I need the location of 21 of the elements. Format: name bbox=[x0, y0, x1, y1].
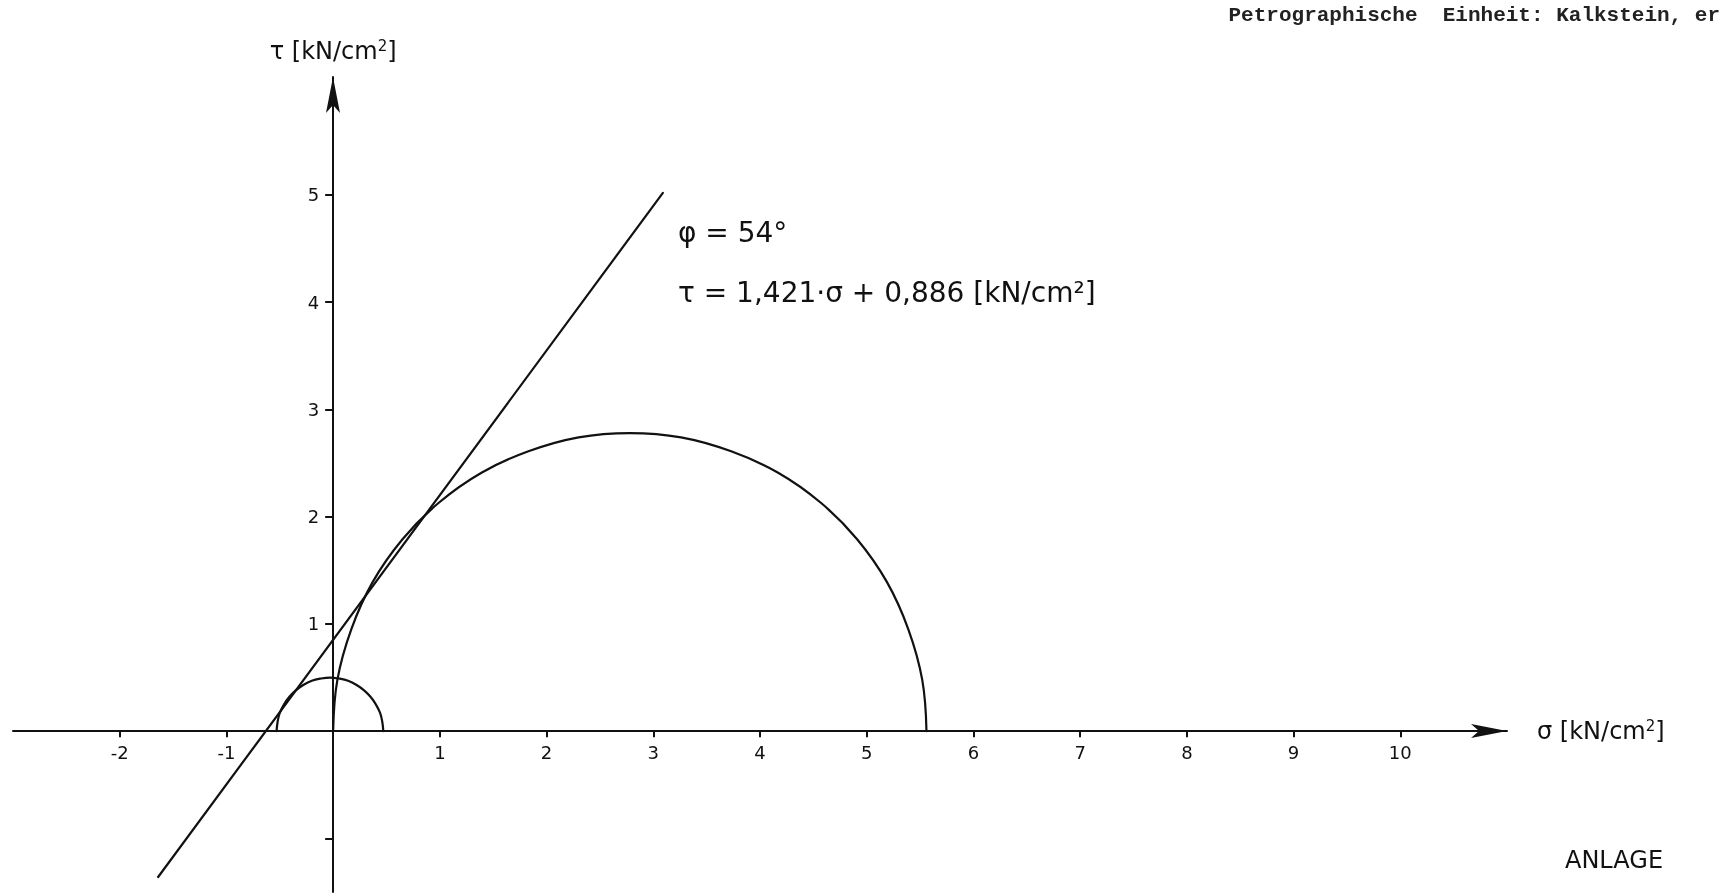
x-tick-label: 6 bbox=[967, 741, 980, 763]
chart-title: Petrographische Einheit: Kalkstein, er bbox=[1228, 4, 1720, 27]
annotation: τ = 1,421·σ + 0,886 [kN/cm²] bbox=[678, 275, 1096, 309]
y-tick-label: 2 bbox=[307, 506, 320, 528]
x-tick-label: -2 bbox=[110, 741, 129, 763]
x-tick-label: 4 bbox=[754, 741, 766, 763]
y-tick-label: 5 bbox=[307, 184, 320, 206]
x-tick-label: 3 bbox=[647, 741, 660, 763]
x-tick-label: 7 bbox=[1074, 741, 1086, 763]
x-tick-label: 2 bbox=[540, 741, 553, 763]
y-tick-label: 4 bbox=[307, 291, 320, 313]
x-tick-label: 5 bbox=[860, 741, 873, 763]
x-tick-label: 8 bbox=[1181, 741, 1193, 763]
annotation: φ = 54° bbox=[678, 215, 788, 249]
x-tick-label: -1 bbox=[217, 741, 236, 763]
y-tick-label: 1 bbox=[307, 613, 320, 635]
x-tick-label: 9 bbox=[1287, 741, 1300, 763]
y-tick-label: 3 bbox=[307, 398, 320, 420]
x-tick-label: 1 bbox=[434, 741, 446, 763]
text: ANLAGE bbox=[1565, 846, 1664, 874]
x-tick-label: 10 bbox=[1388, 741, 1412, 763]
